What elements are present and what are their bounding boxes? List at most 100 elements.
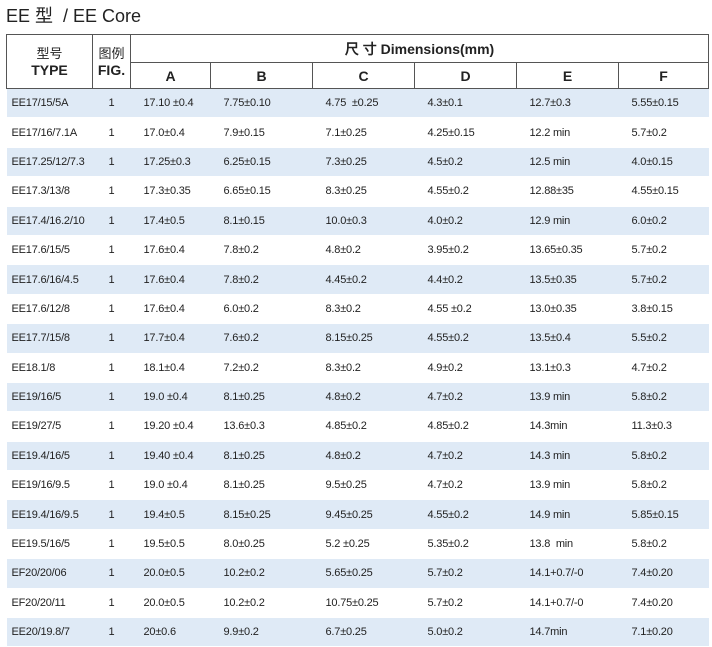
dimension-cell: 19.20 ±0.4 (130, 411, 211, 442)
table-row: EE17.6/16/4.5 1 17.6±0.4 7.8±0.2 4.45±0.2 4.4… (6, 264, 709, 295)
fig-en: FIG. (97, 61, 126, 78)
dimension-cell: 8.1±0.15 (210, 206, 313, 236)
dimension-cell: 4.8±0.2 (312, 441, 415, 472)
dimension-cell: 17.7±0.4 (130, 323, 211, 354)
type-cell: EE17.25/12/7.3 (6, 147, 93, 178)
dimension-cell: 8.3±0.25 (312, 176, 415, 207)
dimension-cell: 4.45±0.2 (312, 264, 415, 295)
type-cell: EE19/27/5 (6, 411, 93, 442)
dimension-cell: 4.8±0.2 (312, 382, 415, 413)
type-cell: EE18.1/8 (6, 353, 93, 383)
dimension-cell: 7.4±0.20 (618, 558, 709, 589)
dimension-cell: 4.8±0.2 (312, 235, 415, 266)
dimension-cell: 19.0 ±0.4 (130, 382, 211, 413)
table-row: EE19.4/16/5 1 19.40 ±0.4 8.1±0.25 4.8±0.2 4.7… (6, 441, 709, 472)
table-row: EE17.4/16.2/10 1 17.4±0.5 8.1±0.15 10.0±0.3 4… (6, 206, 709, 236)
type-cell: EE19.4/16/9.5 (6, 499, 93, 530)
dimension-cell: 13.0±0.35 (516, 294, 619, 325)
type-en: TYPE (31, 61, 68, 78)
dimension-cell: 17.6±0.4 (130, 264, 211, 295)
type-header: 型号 TYPE (6, 34, 93, 89)
dimension-cell: 13.9 min (516, 470, 619, 501)
table-row: EE17.6/12/8 1 17.6±0.4 6.0±0.2 8.3±0.2 4.55 ±… (6, 294, 709, 325)
dimension-cell: 5.7±0.2 (618, 264, 709, 295)
dimension-cell: 10.2±0.2 (210, 558, 313, 589)
dimension-cell: 5.5±0.2 (618, 323, 709, 354)
table-row: EE17.6/15/5 1 17.6±0.4 7.8±0.2 4.8±0.2 3.95±0… (6, 235, 709, 266)
dimension-cell: 17.3±0.35 (130, 176, 211, 207)
dimension-cell: 17.6±0.4 (130, 235, 211, 266)
fig-cell: 1 (92, 235, 131, 266)
dimension-cell: 5.85±0.15 (618, 499, 709, 530)
type-cell: EE17.6/16/4.5 (6, 264, 93, 295)
dimension-cell: 6.0±0.2 (618, 206, 709, 236)
dimension-cell: 19.5±0.5 (130, 529, 211, 560)
dimension-cell: 5.0±0.2 (414, 617, 517, 647)
dimension-cell: 19.40 ±0.4 (130, 441, 211, 472)
dimension-cell: 19.0 ±0.4 (130, 470, 211, 501)
fig-cell: 1 (92, 411, 131, 442)
dimension-cell: 18.1±0.4 (130, 353, 211, 383)
dimension-cell: 7.3±0.25 (312, 147, 415, 178)
type-cell: EE17.7/15/8 (6, 323, 93, 354)
dimension-cell: 10.75±0.25 (312, 588, 415, 619)
type-cell: EE19.5/16/5 (6, 529, 93, 560)
fig-cell: 1 (92, 617, 131, 647)
type-cell: EF20/20/06 (6, 558, 93, 589)
dimension-cell: 13.5±0.4 (516, 323, 619, 354)
dimension-cell: 5.7±0.2 (414, 558, 517, 589)
dimension-cell: 14.3min (516, 411, 619, 442)
dimension-cell: 7.75±0.10 (210, 88, 313, 119)
dimension-cell: 12.7±0.3 (516, 88, 619, 119)
table-row: EE19.4/16/9.5 1 19.4±0.5 8.15±0.25 9.45±0.25… (6, 499, 709, 530)
dimension-cell: 5.7±0.2 (618, 117, 709, 148)
fig-cell: 1 (92, 323, 131, 354)
dimension-cell: 5.2 ±0.25 (312, 529, 415, 560)
dimension-cell: 8.1±0.25 (210, 441, 313, 472)
dimension-cell: 4.0±0.15 (618, 147, 709, 178)
dimension-cell: 5.8±0.2 (618, 529, 709, 560)
dimension-cell: 4.0±0.2 (414, 206, 517, 236)
dimension-cell: 4.55±0.2 (414, 323, 517, 354)
table-row: EF20/20/06 1 20.0±0.5 10.2±0.2 5.65±0.25 5.7±… (6, 558, 709, 589)
fig-cell: 1 (92, 88, 131, 119)
dimension-cell: 8.15±0.25 (312, 323, 415, 354)
type-cell: EE17/15/5A (6, 88, 93, 119)
dimension-cell: 5.8±0.2 (618, 382, 709, 413)
dimension-cell: 13.65±0.35 (516, 235, 619, 266)
dimension-cell: 6.0±0.2 (210, 294, 313, 325)
dimension-cell: 19.4±0.5 (130, 499, 211, 530)
dimension-cell: 14.3 min (516, 441, 619, 472)
dimension-cell: 12.5 min (516, 147, 619, 178)
table-row: EE17/15/5A 1 17.10 ±0.4 7.75±0.10 4.75 ±0.25… (6, 88, 709, 119)
dimension-cell: 7.1±0.20 (618, 617, 709, 647)
table-row: EE17/16/7.1A 1 17.0±0.4 7.9±0.15 7.1±0.25 4.2… (6, 117, 709, 148)
dimension-cell: 4.75 ±0.25 (312, 88, 415, 119)
fig-cell: 1 (92, 264, 131, 295)
table-row: EF20/20/11 1 20.0±0.5 10.2±0.2 10.75±0.25 5.7… (6, 588, 709, 619)
fig-cell: 1 (92, 206, 131, 236)
dimension-cell: 3.95±0.2 (414, 235, 517, 266)
type-cell: EE19/16/5 (6, 382, 93, 413)
fig-cell: 1 (92, 382, 131, 413)
dimension-cell: 17.6±0.4 (130, 294, 211, 325)
dimension-cell: 10.0±0.3 (312, 206, 415, 236)
dimension-cell: 13.5±0.35 (516, 264, 619, 295)
dimension-cell: 7.1±0.25 (312, 117, 415, 148)
dimension-cell: 7.9±0.15 (210, 117, 313, 148)
fig-cell: 1 (92, 470, 131, 501)
fig-cn: 图例 (98, 45, 125, 61)
dimension-cell: 3.8±0.15 (618, 294, 709, 325)
dimension-cell: 17.25±0.3 (130, 147, 211, 178)
table-row: EE20/19.8/7 1 20±0.6 9.9±0.2 6.7±0.25 5.0±0.2… (6, 617, 709, 647)
type-cell: EE20/19.8/7 (6, 617, 93, 647)
column-header: D (414, 62, 517, 89)
dimension-cell: 20.0±0.5 (130, 558, 211, 589)
fig-cell: 1 (92, 117, 131, 148)
type-cell: EF20/20/11 (6, 588, 93, 619)
fig-cell: 1 (92, 499, 131, 530)
type-cell: EE17.6/15/5 (6, 235, 93, 266)
page: EE 型 / EE Core 型号 TYPE 图例 FIG. 尺 寸 Dimensi… (6, 6, 710, 647)
dimension-cell: 4.55±0.2 (414, 499, 517, 530)
